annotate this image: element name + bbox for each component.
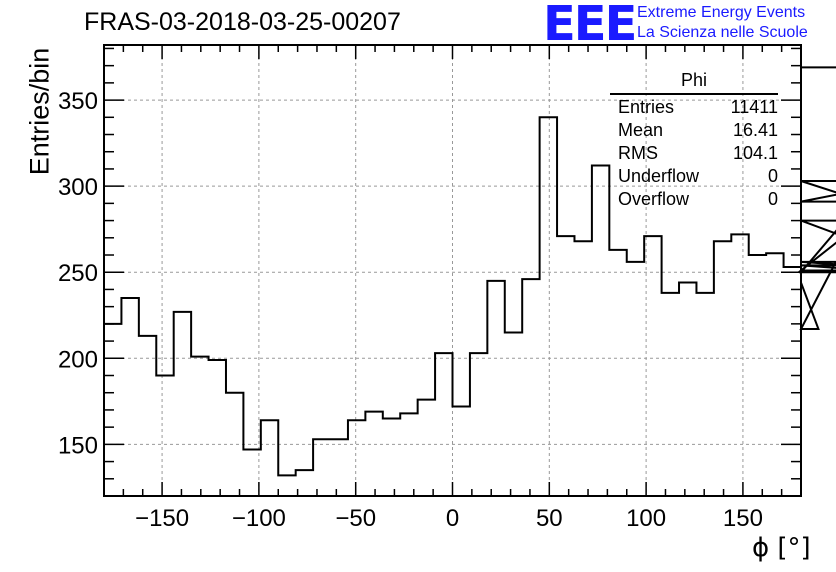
axis-ticks xyxy=(103,45,802,496)
y-tick-label: 200 xyxy=(58,346,98,373)
stats-row-mean: Mean 16.41 xyxy=(610,119,778,142)
stats-label: RMS xyxy=(618,143,658,163)
logo-subtitle-line1: Extreme Energy Events xyxy=(637,4,806,21)
histogram-step-line xyxy=(104,66,836,477)
x-tick-labels: −150 −100 −50 0 50 100 150 xyxy=(135,505,763,532)
eee-logo: EEE xyxy=(543,0,637,52)
stats-row-overflow: Overflow 0 xyxy=(610,188,778,211)
stats-label: Underflow xyxy=(618,166,700,186)
stats-value: 11411 xyxy=(730,97,778,117)
stats-title: Phi xyxy=(610,70,778,95)
y-tick-label: 150 xyxy=(58,432,98,459)
stats-box: Phi Entries 11411 Mean 16.41 RMS 104.1 Unde… xyxy=(610,70,778,211)
stats-label: Overflow xyxy=(618,189,690,209)
y-tick-labels: 150 200 250 300 350 xyxy=(58,88,98,459)
x-tick-label: 0 xyxy=(446,505,459,532)
stats-label: Mean xyxy=(618,120,664,140)
x-axis-label: ϕ [°] xyxy=(752,533,811,563)
x-tick-label: −100 xyxy=(232,505,286,532)
y-tick-label: 350 xyxy=(58,88,98,115)
x-tick-label: 100 xyxy=(626,505,666,532)
y-axis-label: Entries/bin xyxy=(24,47,55,176)
stats-row-underflow: Underflow 0 xyxy=(610,165,778,188)
y-tick-label: 250 xyxy=(58,260,98,287)
stats-value: 0 xyxy=(767,189,778,209)
stats-label: Entries xyxy=(618,97,675,117)
x-tick-label: −150 xyxy=(135,505,189,532)
x-tick-label: −50 xyxy=(335,505,376,532)
y-tick-label: 300 xyxy=(58,174,98,201)
stats-value: 0 xyxy=(767,166,778,186)
stats-value: 104.1 xyxy=(732,143,778,163)
histogram-title: FRAS-03-2018-03-25-00207 xyxy=(84,8,401,36)
x-tick-label: 50 xyxy=(536,505,563,532)
logo-subtitle-line2: La Scienza nelle Scuole xyxy=(637,24,808,41)
stats-row-rms: RMS 104.1 xyxy=(610,142,778,165)
x-tick-label: 150 xyxy=(723,505,763,532)
stats-value: 16.41 xyxy=(732,120,778,140)
stats-row-entries: Entries 11411 xyxy=(610,96,778,119)
